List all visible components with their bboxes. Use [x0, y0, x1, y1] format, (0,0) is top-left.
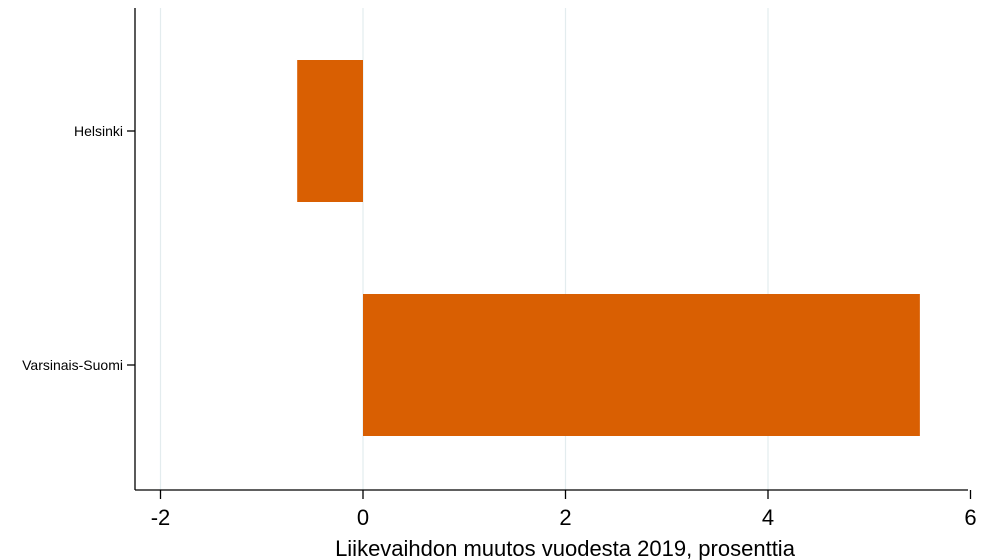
axes: [127, 8, 972, 499]
labels: -2 0 2 4 6 Helsinki Varsinais-Suomi: [22, 123, 977, 530]
category-label: Varsinais-Suomi: [22, 357, 123, 373]
bars: [297, 60, 920, 436]
x-axis-title: Liikevaihdon muutos vuodesta 2019, prose…: [335, 536, 796, 560]
x-tick-label: 0: [357, 505, 369, 530]
x-tick-label: -2: [151, 505, 171, 530]
x-tick-label: 4: [762, 505, 774, 530]
bar-helsinki: [297, 60, 363, 202]
category-label: Helsinki: [74, 123, 123, 139]
x-tick-label: 6: [964, 505, 976, 530]
x-tick-label: 2: [559, 505, 571, 530]
bar-varsinais-suomi: [363, 294, 920, 436]
